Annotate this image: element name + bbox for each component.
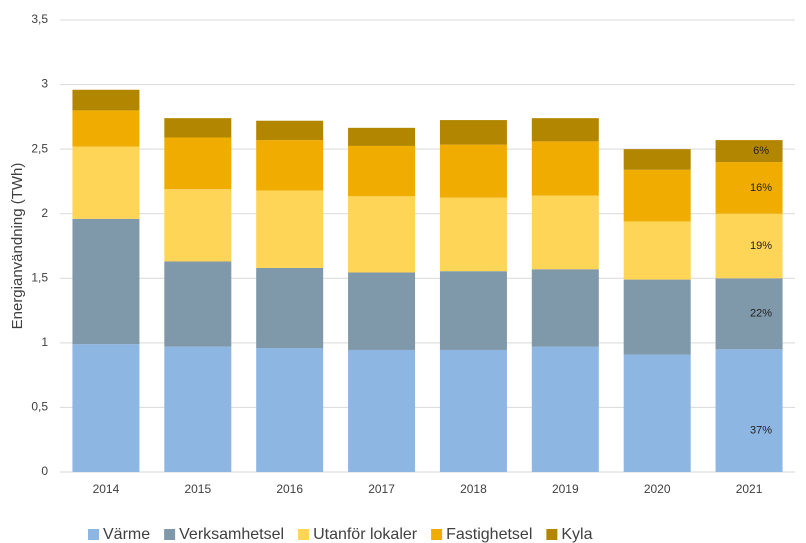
bar-segment [164, 346, 232, 472]
bar-segment [715, 140, 783, 163]
bar-segment [72, 89, 140, 111]
bar-segment [72, 344, 140, 472]
bar-segment [164, 118, 232, 138]
y-tick-label: 2,5 [31, 141, 48, 155]
bar-segment [531, 141, 599, 196]
bar-segment [164, 189, 232, 262]
bar-segment [439, 271, 507, 350]
y-tick-label: 0 [41, 464, 48, 478]
y-axis-title: Energianvändning (TWh) [9, 163, 26, 330]
y-tick-label: 3 [41, 77, 48, 91]
bar-segment [72, 146, 140, 219]
bar-segment [256, 348, 324, 472]
data-label: 6% [753, 145, 769, 157]
x-tick-label: 2015 [184, 482, 211, 496]
bar-segment [715, 278, 783, 350]
bar-segment [531, 269, 599, 347]
bar-segment [531, 195, 599, 270]
data-label: 37% [750, 425, 772, 437]
y-tick-label: 3,5 [31, 12, 48, 26]
bar-segment [439, 120, 507, 145]
bar-segment [439, 349, 507, 472]
x-tick-label: 2020 [644, 482, 671, 496]
y-tick-label: 2 [41, 206, 48, 220]
legend-label: Verksamhetsel [179, 526, 284, 543]
bar-segment [623, 221, 691, 280]
bar-segment [348, 145, 416, 197]
data-label: 16% [750, 182, 772, 194]
legend-swatch [546, 529, 558, 540]
bar-segment [715, 213, 783, 279]
x-tick-label: 2021 [736, 482, 763, 496]
x-tick-label: 2016 [276, 482, 303, 496]
legend-label: Utanför lokaler [313, 526, 418, 543]
bar-segment [623, 354, 691, 472]
legend-label: Värme [103, 526, 150, 543]
data-label: 22% [750, 308, 772, 320]
bar-segment [531, 118, 599, 142]
x-tick-label: 2018 [460, 482, 487, 496]
legend-swatch [88, 529, 99, 540]
y-tick-label: 0,5 [31, 400, 48, 414]
bar-segment [623, 149, 691, 170]
x-tick-label: 2019 [552, 482, 579, 496]
legend-label: Fastighetsel [446, 526, 532, 543]
bar-segment [256, 190, 324, 268]
bar-segment [348, 272, 416, 350]
bar-segment [164, 137, 232, 190]
y-tick-label: 1,5 [31, 270, 48, 284]
bar-segment [531, 346, 599, 472]
legend-swatch [298, 529, 310, 540]
x-tick-label: 2014 [93, 482, 120, 496]
x-tick-label: 2017 [368, 482, 395, 496]
bar-segment [256, 140, 324, 191]
bar-segment [256, 120, 324, 141]
bar-segment [623, 279, 691, 355]
bar-segment [164, 261, 232, 347]
legend-swatch [431, 529, 443, 540]
legend-swatch [164, 529, 176, 540]
bar-segment [348, 349, 416, 472]
bar-segment [72, 110, 140, 147]
legend-label: Kyla [561, 526, 592, 543]
bar-segment [348, 196, 416, 273]
bar-segment [623, 169, 691, 222]
bar-segment [715, 162, 783, 214]
bar-segment [439, 197, 507, 272]
bar-segment [72, 218, 140, 345]
bar-segment [715, 349, 783, 472]
bar-segment [439, 144, 507, 198]
data-label: 19% [750, 240, 772, 252]
bar-segment [256, 267, 324, 349]
y-tick-label: 1 [41, 335, 48, 349]
bar-segment [348, 127, 416, 146]
